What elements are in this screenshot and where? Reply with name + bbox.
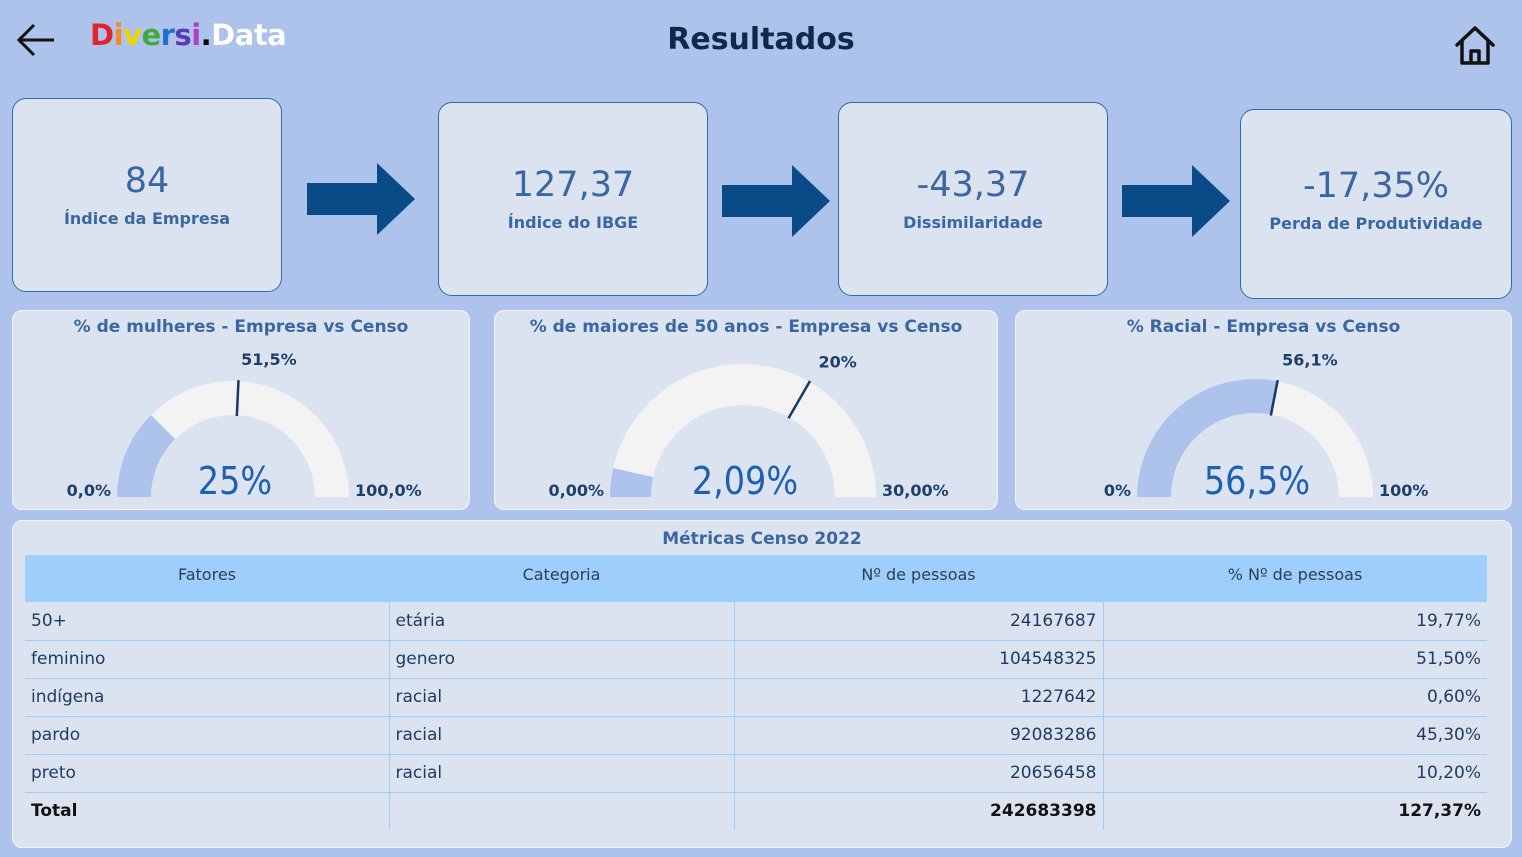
column-header-categoria[interactable]: Categoria	[389, 555, 734, 602]
kpi-value: 84	[124, 161, 170, 201]
cell-categoria: racial	[388, 754, 734, 793]
metricas-censo-table-card: Métricas Censo 2022 Fatores Categoria Nº…	[12, 520, 1512, 848]
total-label: Total	[31, 801, 78, 822]
kpi-value: -17,35%	[1302, 166, 1450, 206]
gauge-target-label: 51,5%	[241, 350, 297, 369]
gauge-chart: 2,09% 0,00% 30,00% 20%	[548, 353, 949, 504]
table-row[interactable]: indígena racial 1227642 0,60%	[25, 678, 1487, 717]
table-title: Métricas Censo 2022	[662, 529, 862, 549]
arrow-right-icon	[1122, 165, 1230, 237]
cell-num-pessoas: 92083286	[733, 716, 1103, 755]
back-arrow-icon[interactable]	[14, 18, 58, 62]
cell-num-pessoas: 24167687	[733, 602, 1103, 641]
gauge-target-marker	[787, 380, 812, 419]
logo-letter: D	[90, 18, 114, 52]
gauge-target-label: 20%	[819, 353, 857, 372]
gauge-min-label: 0%	[1104, 481, 1131, 500]
cell-categoria: etária	[388, 602, 734, 641]
table-header-row: Fatores Categoria Nº de pessoas % Nº de …	[25, 555, 1487, 602]
cell-num-pessoas: 1227642	[733, 678, 1103, 717]
logo-letter: s	[174, 18, 192, 52]
logo-letter: Data	[211, 18, 287, 52]
kpi-label: Índice do IBGE	[507, 213, 639, 232]
logo-letter: e	[141, 18, 161, 52]
gauge-chart: 25% 0,0% 100,0% 51,5%	[67, 350, 422, 504]
page-title: Resultados	[667, 22, 855, 57]
cell-pct-pessoas: 10,20%	[1102, 754, 1487, 793]
gauge-value: 25%	[198, 460, 272, 504]
cell-fator: 50+	[25, 602, 389, 641]
table-row[interactable]: pardo racial 92083286 45,30%	[25, 716, 1487, 755]
gauge-value: 2,09%	[692, 460, 798, 504]
kpi-label: Índice da Empresa	[63, 209, 231, 228]
cell-pct-pessoas: 51,50%	[1102, 640, 1487, 679]
logo-letter: v	[123, 18, 142, 52]
gauge-title: % de mulheres - Empresa vs Censo	[73, 317, 409, 337]
arrow-right-icon	[307, 163, 415, 235]
table-row[interactable]: preto racial 20656458 10,20%	[25, 754, 1487, 793]
cell-categoria: genero	[388, 640, 734, 679]
cell-fator: pardo	[25, 716, 389, 755]
total-num-pessoas: 242683398	[733, 792, 1103, 830]
kpi-value: -43,37	[916, 165, 1030, 205]
gauge-value: 56,5%	[1204, 460, 1310, 504]
table-total-row: Total 242683398 127,37%	[25, 792, 1487, 830]
gauge-target-label: 56,1%	[1282, 350, 1338, 369]
kpi-value: 127,37	[511, 165, 635, 205]
gauge-target-marker	[1269, 379, 1279, 416]
cell-pct-pessoas: 19,77%	[1102, 602, 1487, 641]
gauge-fill	[610, 468, 654, 497]
gauge-fill	[1137, 379, 1279, 497]
logo-letter: i	[191, 18, 201, 52]
gauge-card-maiores-50: % de maiores de 50 anos - Empresa vs Cen…	[494, 310, 998, 510]
gauge-target-marker	[235, 380, 240, 417]
cell-num-pessoas: 104548325	[733, 640, 1103, 679]
logo-letter: .	[200, 18, 212, 52]
column-header-fatores[interactable]: Fatores	[25, 555, 389, 602]
column-header-pct-pessoas[interactable]: % Nº de pessoas	[1103, 555, 1487, 602]
gauge-track	[610, 364, 876, 497]
kpi-card-indice-ibge: 127,37 Índice do IBGE	[438, 102, 708, 296]
table-row[interactable]: feminino genero 104548325 51,50%	[25, 640, 1487, 679]
home-icon[interactable]	[1452, 22, 1498, 68]
logo-letter: i	[113, 18, 124, 52]
cell-pct-pessoas: 45,30%	[1102, 716, 1487, 755]
logo-letter: r	[160, 18, 175, 52]
total-pct-pessoas: 127,37%	[1102, 792, 1487, 830]
gauge-title: % de maiores de 50 anos - Empresa vs Cen…	[529, 317, 963, 337]
gauge-max-label: 100%	[1379, 481, 1428, 500]
cell-categoria: racial	[388, 678, 734, 717]
table-row[interactable]: 50+ etária 24167687 19,77%	[25, 602, 1487, 641]
kpi-card-dissimilaridade: -43,37 Dissimilaridade	[838, 102, 1108, 296]
gauge-chart: 56,5% 0% 100% 56,1%	[1104, 350, 1429, 504]
gauge-min-label: 0,0%	[67, 481, 111, 500]
gauge-min-label: 0,00%	[548, 481, 604, 500]
diversi-data-logo: Diversi.Data	[90, 18, 287, 52]
total-categoria	[388, 792, 734, 830]
cell-fator: feminino	[25, 640, 389, 679]
gauge-card-racial: % Racial - Empresa vs Censo 56,5% 0% 100% 5…	[1015, 310, 1512, 510]
gauge-track	[117, 381, 349, 497]
gauge-title: % Racial - Empresa vs Censo	[1126, 317, 1401, 337]
gauge-fill	[117, 414, 176, 497]
arrow-right-icon	[722, 165, 830, 237]
kpi-label: Dissimilaridade	[903, 213, 1043, 232]
column-header-num-pessoas[interactable]: Nº de pessoas	[734, 555, 1103, 602]
gauge-max-label: 30,00%	[882, 481, 949, 500]
gauge-max-label: 100,0%	[355, 481, 422, 500]
kpi-card-indice-empresa: 84 Índice da Empresa	[12, 98, 282, 292]
cell-pct-pessoas: 0,60%	[1102, 678, 1487, 717]
kpi-card-perda-produtividade: -17,35% Perda de Produtividade	[1240, 109, 1512, 299]
cell-categoria: racial	[388, 716, 734, 755]
kpi-label: Perda de Produtividade	[1269, 214, 1483, 233]
cell-fator: preto	[25, 754, 389, 793]
cell-num-pessoas: 20656458	[733, 754, 1103, 793]
gauge-card-mulheres: % de mulheres - Empresa vs Censo 25% 0,0%…	[12, 310, 470, 510]
cell-fator: indígena	[25, 678, 389, 717]
metricas-table: Fatores Categoria Nº de pessoas % Nº de …	[25, 555, 1487, 830]
